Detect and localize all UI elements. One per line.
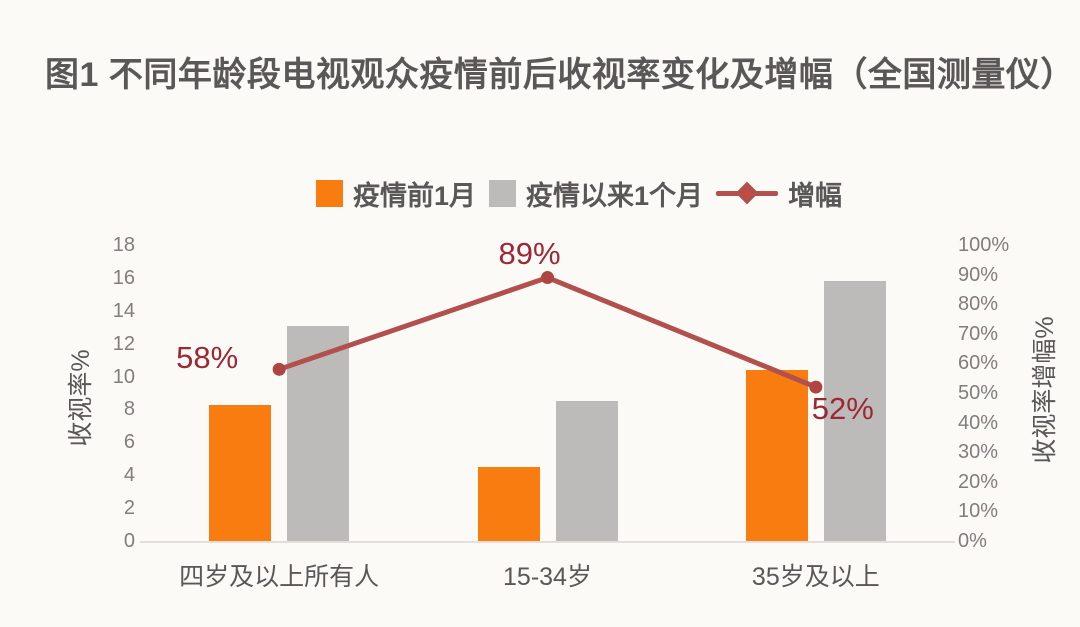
right-axis-tick: 90% — [958, 263, 999, 286]
right-axis-tick: 70% — [958, 322, 999, 345]
left-axis-tick: 16 — [112, 266, 135, 289]
right-axis-title: 收视率增幅% — [1031, 316, 1059, 464]
left-axis-tick: 4 — [123, 464, 135, 487]
bar-疫情以来1个月-2 — [823, 281, 886, 541]
right-axis-tick: 100% — [958, 234, 1010, 256]
line-data-label: 89% — [498, 235, 561, 271]
chart-title: 图1 不同年龄段电视观众疫情前后收视率变化及增幅（全国测量仪） — [45, 56, 1075, 94]
left-axis-tick: 2 — [123, 497, 135, 520]
legend-swatch-icon — [316, 179, 343, 207]
category-label: 15-34岁 — [503, 563, 592, 591]
right-axis-tick: 30% — [958, 441, 999, 464]
x-axis-line — [140, 541, 955, 543]
left-axis-tick: 18 — [112, 234, 135, 256]
legend-line-marker-icon — [716, 180, 779, 207]
line-marker-icon — [541, 271, 554, 285]
category-label: 35岁及以上 — [751, 563, 880, 591]
legend-label: 疫情前1月 — [353, 180, 477, 211]
bar-疫情前1月-2 — [745, 369, 808, 541]
line-data-label: 58% — [176, 340, 239, 376]
legend-item-2: 增幅 — [716, 174, 842, 213]
right-axis-tick: 40% — [958, 411, 999, 434]
bar-疫情以来1个月-0 — [287, 325, 350, 541]
left-axis-tick: 10 — [112, 365, 135, 388]
right-axis-tick: 60% — [958, 352, 999, 375]
right-axis-tick: 80% — [958, 293, 999, 316]
legend-item-0: 疫情前1月 — [316, 174, 476, 213]
left-axis-tick: 6 — [123, 431, 135, 454]
legend-label: 增幅 — [788, 180, 843, 211]
line-data-label: 52% — [811, 391, 874, 427]
legend-label: 疫情以来1个月 — [526, 180, 704, 211]
left-axis-tick: 8 — [123, 398, 135, 421]
left-axis-tick: 14 — [112, 299, 135, 322]
right-axis-tick: 10% — [958, 500, 999, 523]
legend-swatch-icon — [489, 179, 517, 207]
left-axis-tick: 0 — [123, 530, 135, 552]
legend-item-1: 疫情以来1个月 — [489, 174, 703, 213]
bar-疫情以来1个月-1 — [555, 401, 618, 541]
right-axis-tick: 0% — [958, 530, 987, 552]
chart-legend: 疫情前1月 疫情以来1个月 增幅 — [316, 177, 842, 211]
bar-疫情前1月-0 — [209, 404, 272, 541]
category-label: 四岁及以上所有人 — [179, 563, 380, 591]
line-marker-icon — [272, 362, 286, 376]
left-axis-tick: 12 — [112, 332, 135, 355]
bar-疫情前1月-1 — [477, 467, 540, 541]
right-axis-tick: 50% — [958, 382, 999, 404]
right-axis-tick: 20% — [958, 470, 999, 493]
increase-line — [278, 275, 817, 390]
